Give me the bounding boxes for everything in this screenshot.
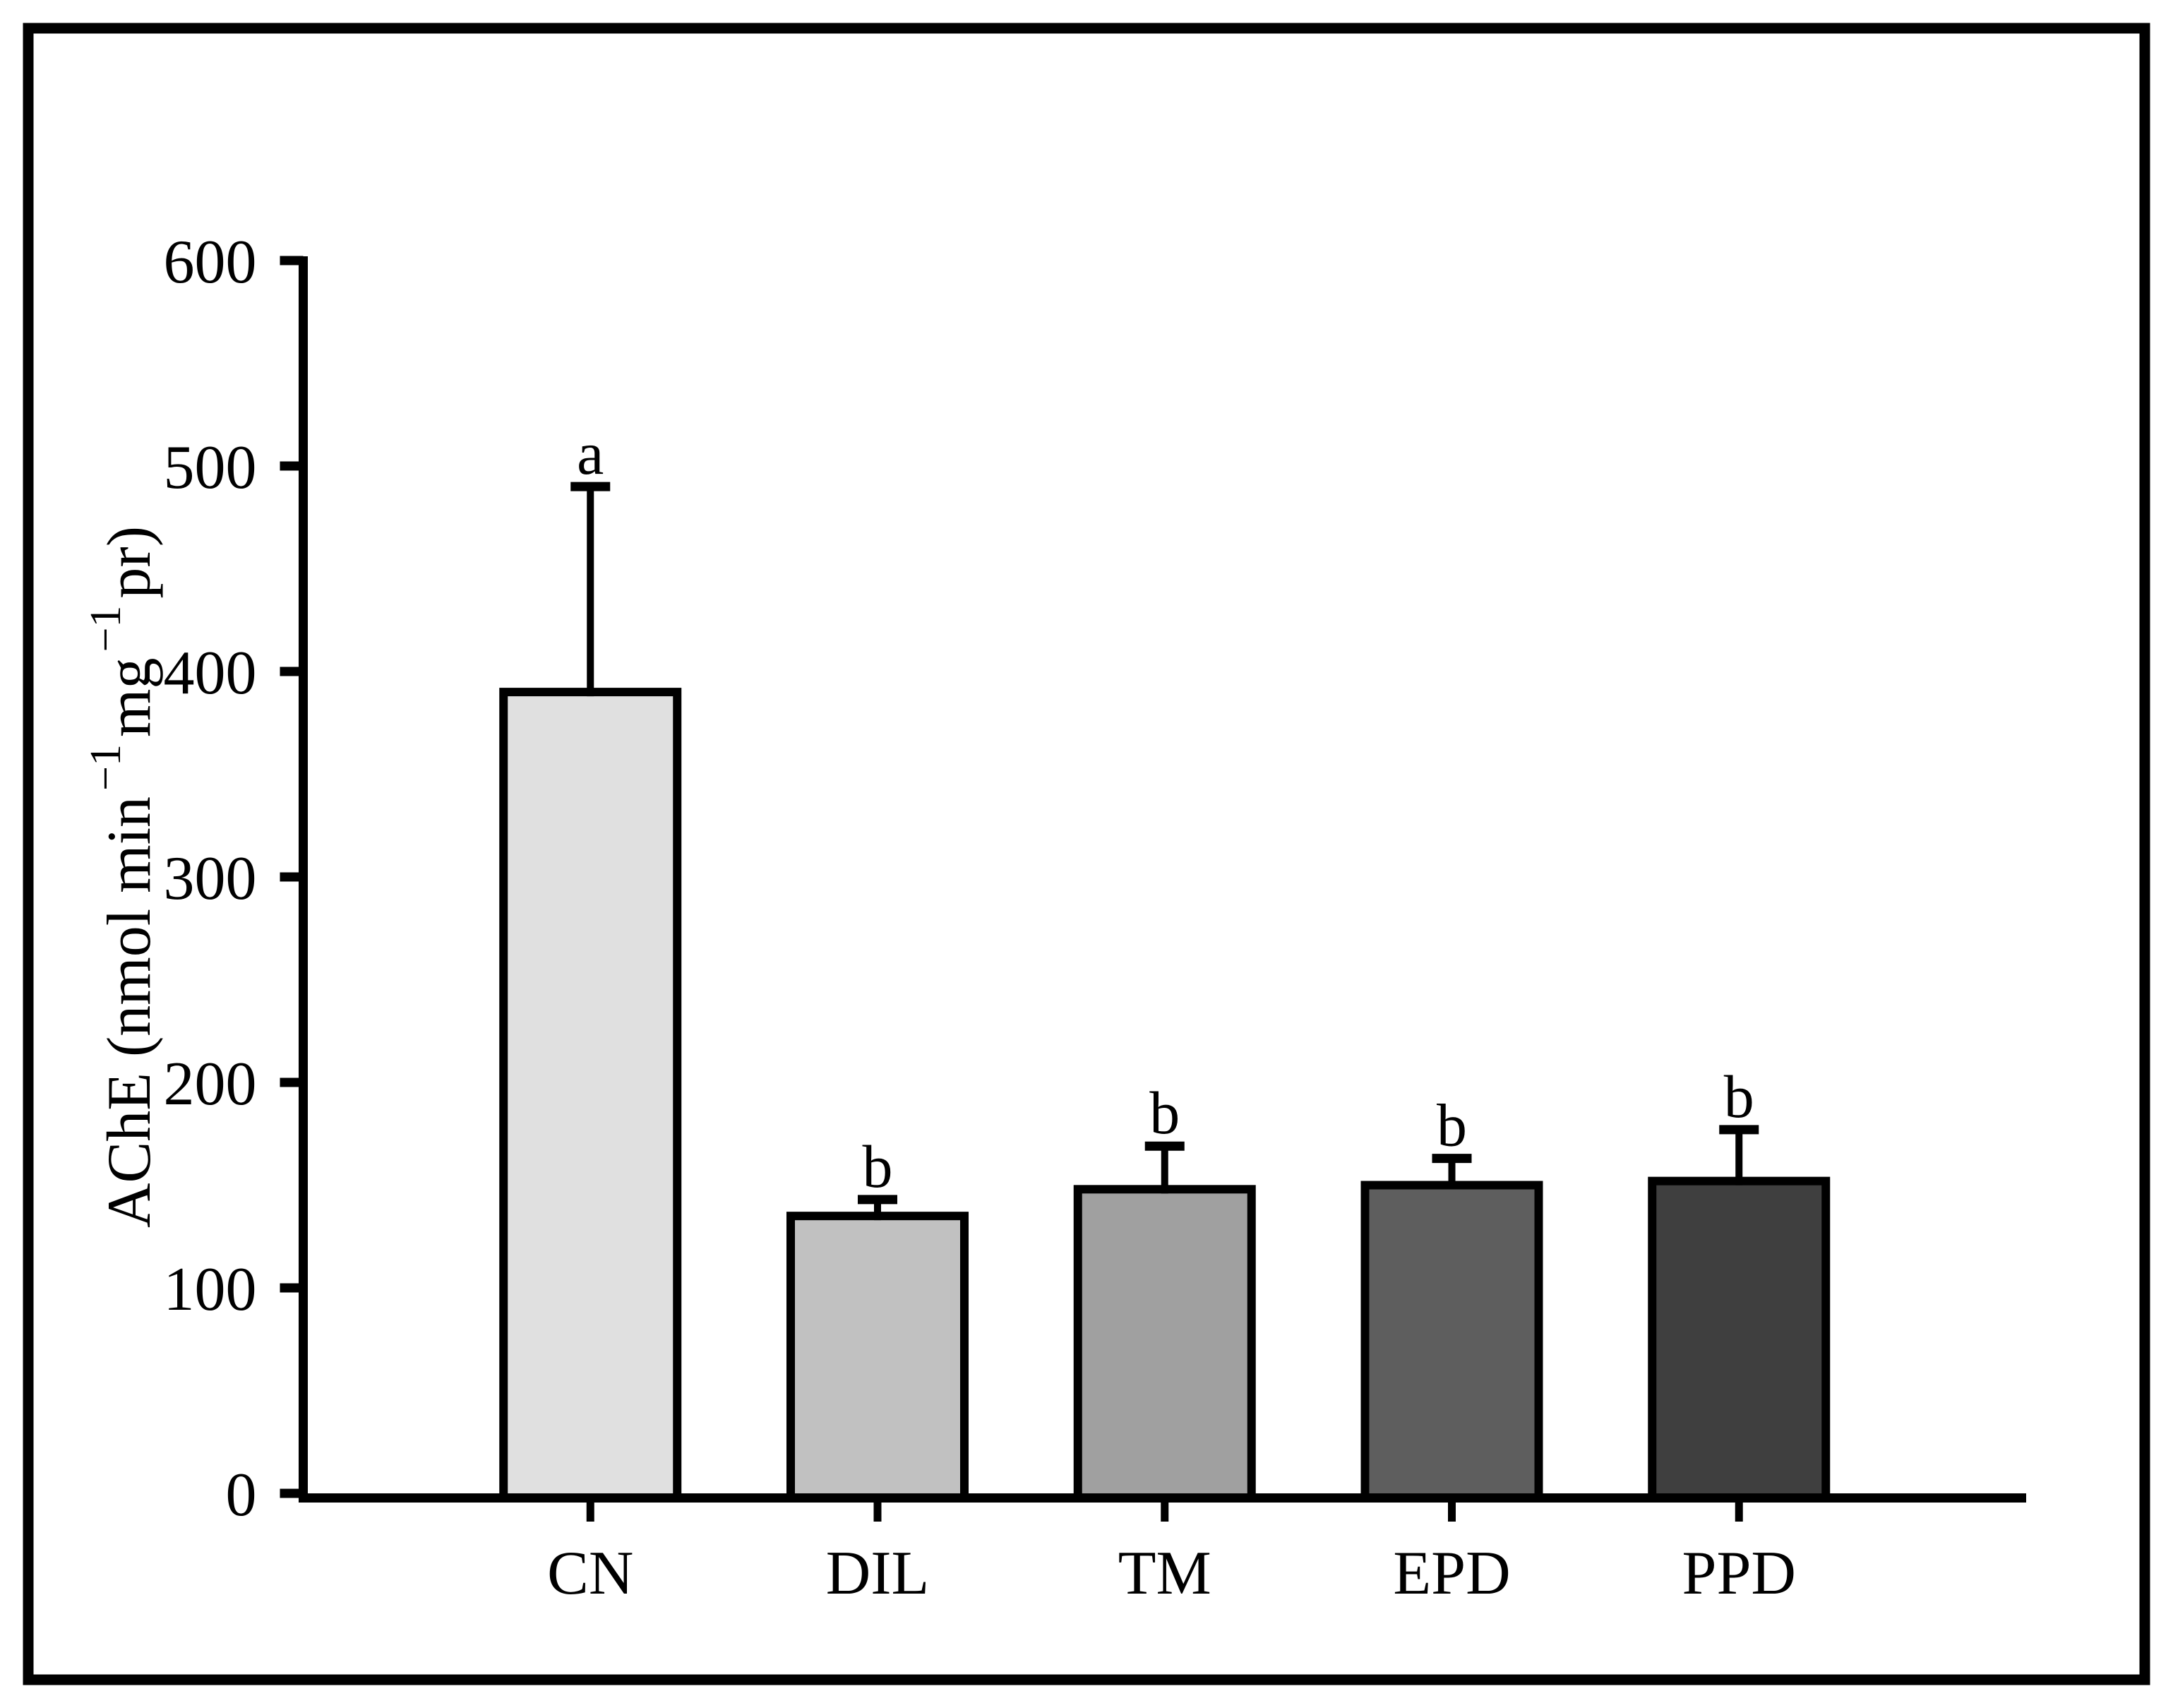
bar-TM xyxy=(1073,1185,1256,1502)
sig-letter-DIL: b xyxy=(863,1133,893,1200)
bar-CN xyxy=(499,688,682,1502)
y-tick-label-500: 500 xyxy=(164,434,257,502)
y-axis-title-text: pr) xyxy=(95,526,164,599)
sig-letter-PPD: b xyxy=(1724,1063,1754,1130)
y-axis-title-text: mg xyxy=(95,658,164,737)
y-tick-label-100: 100 xyxy=(164,1255,257,1324)
bar-PPD xyxy=(1648,1176,1831,1503)
y-axis-title-superscript: −1 xyxy=(82,744,130,791)
x-tick-label-PPD: PPD xyxy=(1682,1539,1796,1608)
x-tick-label-DIL: DIL xyxy=(826,1539,930,1608)
y-tick-label-200: 200 xyxy=(164,1050,257,1118)
sig-letter-CN: a xyxy=(577,419,604,487)
bar-DIL xyxy=(786,1212,969,1503)
y-tick-label-0: 0 xyxy=(226,1461,257,1529)
y-axis-title-superscript: −1 xyxy=(82,606,130,652)
bar-EPD xyxy=(1360,1181,1543,1502)
y-tick-label-300: 300 xyxy=(164,844,257,913)
y-axis-title-text: AChE (nmol min xyxy=(95,796,164,1228)
figure-border xyxy=(23,23,2150,1685)
x-tick-label-TM: TM xyxy=(1118,1539,1211,1608)
sig-letter-TM: b xyxy=(1149,1079,1180,1147)
x-tick-label-EPD: EPD xyxy=(1393,1539,1510,1608)
y-tick-label-400: 400 xyxy=(164,639,257,707)
sig-letter-EPD: b xyxy=(1437,1092,1467,1159)
y-tick-label-600: 600 xyxy=(164,228,257,297)
y-axis-title: AChE (nmol min −1 mg −1 pr) xyxy=(82,526,164,1228)
x-tick-label-CN: CN xyxy=(547,1539,633,1608)
